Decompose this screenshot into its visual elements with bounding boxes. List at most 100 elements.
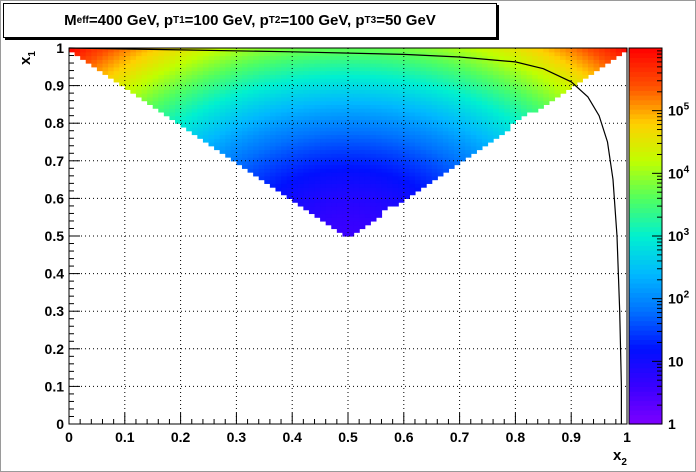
heatmap-cell bbox=[303, 168, 310, 173]
heatmap-cell bbox=[348, 209, 355, 215]
heatmap-cell bbox=[381, 55, 388, 60]
heatmap-cell bbox=[152, 48, 159, 53]
heatmap-cell bbox=[426, 115, 433, 121]
heatmap-cell bbox=[403, 100, 410, 105]
heatmap-cell bbox=[219, 111, 226, 117]
heatmap-cell bbox=[387, 123, 394, 128]
heatmap-cell bbox=[593, 63, 600, 68]
heatmap-cell bbox=[370, 194, 377, 199]
heatmap-cell bbox=[314, 183, 321, 188]
heatmap-cell bbox=[325, 134, 332, 139]
heatmap-cell bbox=[442, 89, 450, 94]
heatmap-cell bbox=[387, 187, 394, 192]
heatmap-cell bbox=[325, 85, 332, 90]
heatmap-cell bbox=[420, 172, 427, 177]
heatmap-cell bbox=[169, 59, 176, 64]
heatmap-cell bbox=[264, 100, 271, 105]
heatmap-cell bbox=[610, 48, 617, 53]
heatmap-cell bbox=[108, 70, 115, 75]
heatmap-cell bbox=[308, 205, 316, 211]
heatmap-cell bbox=[102, 70, 109, 75]
heatmap-cell bbox=[320, 130, 327, 136]
heatmap-cell bbox=[481, 78, 489, 83]
heatmap-cell bbox=[437, 168, 444, 173]
heatmap-cell bbox=[370, 202, 377, 207]
heatmap-cell bbox=[253, 130, 260, 136]
heatmap-cell bbox=[325, 126, 332, 132]
heatmap-cell bbox=[364, 217, 371, 222]
heatmap-cell bbox=[230, 51, 237, 57]
heatmap-cell bbox=[431, 89, 438, 94]
heatmap-cell bbox=[493, 85, 500, 90]
heatmap-cell bbox=[163, 66, 171, 72]
heatmap-cell bbox=[258, 115, 265, 121]
heatmap-cell bbox=[241, 119, 249, 124]
heatmap-cell bbox=[409, 63, 416, 68]
heatmap-cell bbox=[303, 55, 310, 60]
heatmap-cell bbox=[364, 160, 371, 166]
heatmap-cell bbox=[560, 48, 567, 53]
heatmap-cell bbox=[348, 183, 355, 188]
heatmap-cell bbox=[504, 70, 511, 75]
heatmap-cell bbox=[353, 119, 360, 124]
heatmap-cell bbox=[387, 108, 394, 113]
heatmap-cell bbox=[470, 123, 477, 128]
heatmap-cell bbox=[303, 104, 310, 109]
heatmap-cell bbox=[336, 126, 344, 132]
heatmap-cell bbox=[359, 172, 366, 177]
heatmap-cell bbox=[320, 63, 327, 68]
heatmap-cell bbox=[409, 172, 416, 177]
heatmap-cell bbox=[130, 59, 137, 64]
heatmap-cell bbox=[336, 228, 344, 233]
heatmap-cell bbox=[269, 93, 277, 98]
heatmap-cell bbox=[442, 145, 450, 151]
heatmap-cell bbox=[448, 70, 455, 75]
heatmap-cell bbox=[314, 172, 321, 177]
heatmap-cell bbox=[459, 108, 466, 113]
heatmap-cell bbox=[526, 55, 533, 60]
heatmap-cell bbox=[241, 48, 249, 53]
heatmap-cell bbox=[520, 78, 528, 83]
heatmap-cell bbox=[202, 119, 210, 124]
heatmap-cell bbox=[225, 138, 232, 143]
heatmap-cell bbox=[269, 96, 277, 102]
heatmap-cell bbox=[414, 89, 422, 94]
heatmap-cell bbox=[370, 126, 377, 132]
heatmap-cell bbox=[520, 59, 528, 64]
heatmap-cell bbox=[414, 66, 422, 72]
heatmap-cell bbox=[398, 175, 405, 181]
heatmap-cell bbox=[493, 81, 500, 87]
heatmap-cell bbox=[493, 119, 500, 124]
heatmap-cell bbox=[275, 138, 282, 143]
heatmap-cell bbox=[342, 175, 349, 181]
heatmap-cell bbox=[414, 142, 422, 147]
heatmap-cell bbox=[236, 74, 243, 79]
heatmap-cell bbox=[269, 119, 277, 124]
heatmap-cell bbox=[303, 142, 310, 147]
heatmap-cell bbox=[258, 51, 265, 57]
heatmap-cell bbox=[504, 115, 511, 121]
heatmap-cell bbox=[537, 48, 544, 53]
heatmap-cell bbox=[375, 123, 383, 128]
heatmap-cell bbox=[325, 164, 332, 169]
heatmap-cell bbox=[308, 111, 316, 117]
heatmap-cell bbox=[409, 142, 416, 147]
heatmap-cell bbox=[381, 100, 388, 105]
heatmap-cell bbox=[442, 134, 450, 139]
heatmap-cell bbox=[308, 209, 316, 215]
heatmap-cell bbox=[269, 70, 277, 75]
heatmap-cell bbox=[331, 108, 338, 113]
heatmap-cell bbox=[414, 63, 422, 68]
heatmap-cell bbox=[431, 48, 438, 53]
heatmap-cell bbox=[476, 126, 483, 132]
heatmap-cell bbox=[331, 217, 338, 222]
heatmap-cell bbox=[342, 198, 349, 203]
heatmap-cell bbox=[476, 100, 483, 105]
heatmap-cell bbox=[264, 138, 271, 143]
heatmap-cell bbox=[130, 89, 137, 94]
heatmap-cell bbox=[459, 66, 466, 72]
heatmap-cell bbox=[342, 63, 349, 68]
heatmap-cell bbox=[219, 93, 226, 98]
heatmap-cell bbox=[403, 81, 410, 87]
heatmap-cell bbox=[292, 48, 299, 53]
